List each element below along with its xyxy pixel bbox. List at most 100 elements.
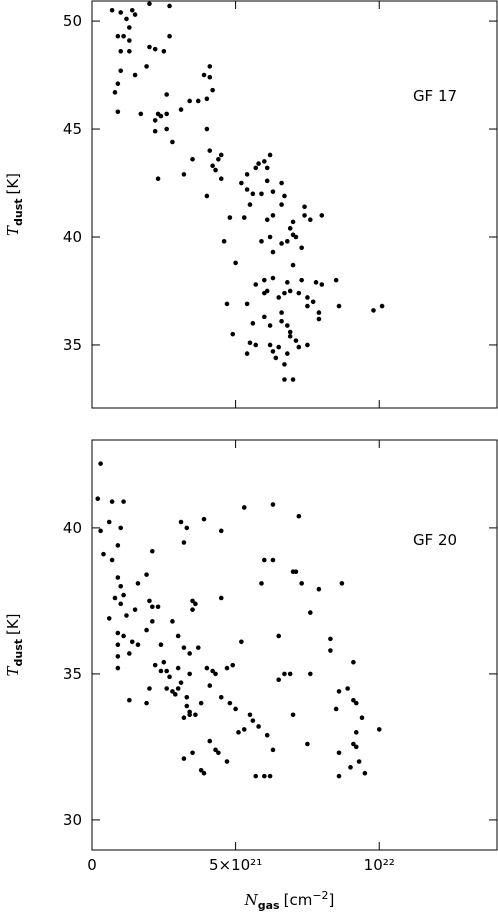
data-point (305, 295, 310, 300)
y-label-symbol: T (4, 225, 22, 236)
data-point (282, 362, 287, 367)
data-point (181, 715, 187, 721)
data-point (175, 686, 181, 691)
data-point (276, 295, 282, 300)
data-point (190, 607, 195, 612)
data-point (109, 499, 115, 504)
data-point (362, 770, 368, 776)
data-point (187, 671, 192, 677)
data-point (270, 747, 276, 753)
annotation: GF 20 (413, 531, 457, 549)
data-point (353, 700, 359, 706)
data-point (164, 686, 169, 691)
data-point (296, 344, 302, 350)
data-point (241, 727, 247, 732)
data-point (247, 202, 253, 207)
data-point (305, 741, 310, 747)
data-point (319, 282, 325, 287)
data-point (250, 321, 256, 326)
data-point (279, 310, 284, 315)
data-point (218, 152, 224, 158)
x-label-exponent: −2 (312, 889, 328, 902)
data-point (155, 176, 161, 181)
data-point (161, 659, 167, 665)
data-point (319, 213, 325, 218)
data-point (121, 33, 126, 39)
data-point (152, 128, 158, 134)
data-point (161, 49, 167, 54)
y-tick-label: 50 (63, 12, 82, 30)
data-point (351, 697, 356, 703)
data-point (207, 683, 213, 688)
data-point (287, 329, 293, 335)
data-point (118, 68, 124, 74)
data-point (282, 290, 287, 296)
data-point (106, 616, 112, 621)
data-point (259, 239, 264, 244)
data-point (285, 280, 290, 285)
data-point (293, 569, 299, 575)
data-point (132, 12, 138, 17)
data-point (333, 706, 339, 712)
data-point (239, 180, 244, 186)
data-point (227, 215, 233, 220)
data-point (210, 163, 215, 169)
data-point (244, 351, 250, 356)
data-point (184, 525, 190, 531)
data-point (267, 234, 273, 240)
data-point (313, 280, 319, 285)
data-point (195, 645, 201, 650)
y-label-subscript: dust (12, 639, 25, 667)
data-point (296, 290, 302, 296)
data-point (282, 377, 287, 382)
data-point (164, 92, 169, 97)
data-point (207, 64, 213, 69)
y-label-unit: [K] (4, 613, 22, 635)
data-point (213, 747, 218, 753)
data-point (121, 499, 126, 504)
data-point (290, 377, 296, 382)
data-point (207, 148, 213, 153)
data-point (175, 633, 181, 639)
data-point (270, 213, 276, 218)
data-point (158, 642, 164, 648)
data-point (112, 595, 118, 601)
data-point (241, 215, 247, 220)
data-point (184, 694, 190, 700)
data-point (270, 349, 276, 354)
data-point (302, 204, 307, 210)
data-point (224, 301, 230, 307)
data-point (359, 715, 365, 721)
y-tick-label: 40 (63, 519, 82, 537)
data-point (336, 773, 342, 779)
data-point (164, 111, 169, 117)
data-point (127, 697, 132, 703)
data-point (267, 152, 273, 158)
data-point (187, 709, 192, 715)
y-axis-label: Tdust [K] (4, 613, 25, 676)
data-point (204, 665, 210, 671)
data-point (167, 33, 172, 39)
data-point (253, 165, 259, 171)
data-point (198, 767, 204, 773)
data-point (264, 178, 270, 184)
data-point (132, 72, 138, 78)
data-point (307, 610, 313, 615)
data-point (187, 98, 192, 104)
data-point (121, 633, 126, 639)
data-point (250, 191, 256, 197)
data-point (259, 191, 264, 197)
data-point (290, 262, 296, 268)
data-point (129, 639, 135, 645)
data-point (247, 340, 253, 346)
data-point (236, 730, 241, 735)
data-point (299, 581, 304, 586)
data-point (201, 516, 207, 522)
data-point (307, 671, 313, 677)
data-point (198, 700, 204, 706)
data-point (115, 81, 121, 86)
data-point (282, 671, 287, 677)
data-point (175, 665, 181, 671)
data-point (233, 260, 238, 266)
data-point (276, 633, 282, 639)
